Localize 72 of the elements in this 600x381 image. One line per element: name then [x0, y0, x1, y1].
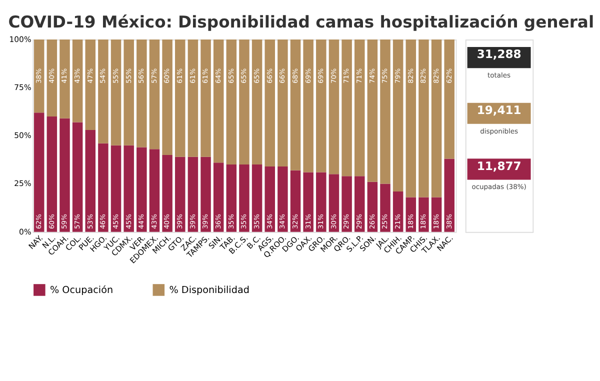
- bar: [252, 164, 262, 232]
- bar: [226, 164, 237, 232]
- bar: [175, 156, 186, 232]
- bar: [328, 174, 340, 232]
- bar: [110, 145, 122, 232]
- bar: [34, 112, 44, 232]
- bar: [431, 40, 442, 198]
- bar: [46, 116, 58, 232]
- bar: [188, 156, 198, 232]
- bar: [188, 40, 198, 157]
- bar: [290, 170, 301, 232]
- legend-label: % Ocupación: [50, 284, 114, 296]
- bar: [264, 166, 275, 232]
- bar: [392, 40, 404, 192]
- bar: [342, 176, 352, 232]
- bar: [200, 40, 211, 157]
- bar: [354, 40, 365, 176]
- bar: [60, 40, 70, 118]
- bar: [290, 40, 301, 170]
- text: 11,877: [476, 158, 522, 173]
- chart-title: COVID-19 México: Disponibilidad camas hospitalización general: [8, 12, 594, 32]
- bar: [162, 40, 172, 155]
- bar: [213, 40, 224, 163]
- bar: [444, 158, 454, 232]
- bar: [303, 172, 314, 232]
- bar: [226, 40, 237, 165]
- bar: [278, 166, 288, 232]
- bar: [213, 162, 224, 232]
- bar: [149, 149, 160, 232]
- bar: [85, 130, 96, 232]
- bar: [60, 118, 70, 232]
- bar: [110, 40, 122, 146]
- bar: [380, 184, 390, 232]
- bar: [316, 172, 326, 232]
- bar: [136, 147, 147, 232]
- bar: [239, 164, 250, 232]
- bar: [200, 156, 211, 232]
- bar: [342, 40, 352, 176]
- y-tick-label: 50%: [14, 131, 32, 140]
- y-tick-label: 75%: [14, 83, 32, 92]
- bar: [278, 40, 288, 166]
- bar: [72, 40, 83, 122]
- bar: [316, 40, 326, 172]
- text: 31,288: [476, 47, 522, 62]
- bar: [124, 145, 134, 232]
- bar: [34, 40, 44, 113]
- bar: [136, 40, 147, 148]
- bar: [367, 40, 378, 182]
- y-tick-label: 25%: [14, 179, 32, 188]
- bar: [85, 40, 96, 130]
- bar: [418, 40, 429, 198]
- bar: [252, 40, 262, 165]
- bar: [328, 40, 340, 174]
- bar: [72, 122, 83, 232]
- bar: [406, 40, 416, 198]
- bar: [264, 40, 275, 166]
- bar: [354, 176, 365, 232]
- bar: [98, 143, 108, 232]
- bar: [98, 40, 108, 144]
- bar: [239, 40, 250, 165]
- bar: [124, 40, 134, 146]
- bar: [444, 40, 454, 159]
- y-tick-label: 0%: [19, 227, 32, 236]
- bar: [303, 40, 314, 172]
- bar: [162, 154, 172, 232]
- bar: [175, 40, 186, 157]
- bar: [380, 40, 390, 184]
- y-tick-label: 100%: [9, 34, 32, 44]
- bar: [149, 40, 160, 150]
- text: 19,411: [476, 103, 522, 117]
- legend-label: % Disponibilidad: [169, 284, 250, 296]
- bar: [46, 40, 58, 116]
